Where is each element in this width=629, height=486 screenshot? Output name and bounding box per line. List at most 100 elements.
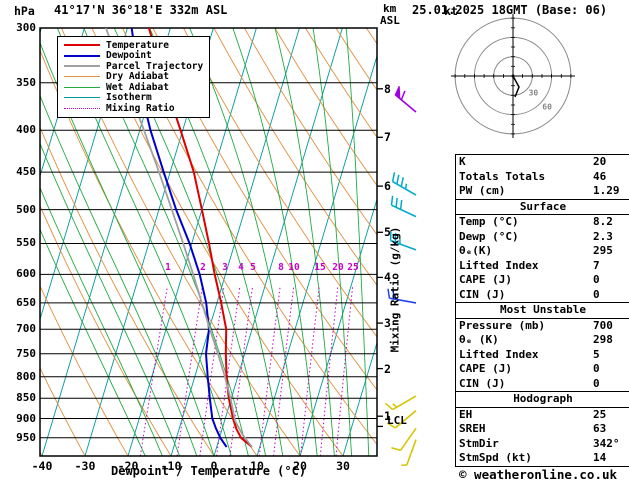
stats-value: 25 (593, 407, 607, 421)
stats-label: SREH (459, 422, 486, 435)
mixing-ratio-line (273, 286, 295, 456)
isotherm-line (213, 28, 343, 456)
wind-barb-full (390, 195, 394, 206)
wet-adiabat-line (274, 28, 335, 456)
legend-swatch-dewpoint (64, 54, 100, 57)
pressure-tick-label: 500 (16, 203, 36, 216)
mixing-ratio-line (216, 286, 241, 456)
pressure-tick-label: 450 (16, 165, 36, 178)
stats-row: StmDir 342° (456, 437, 629, 452)
isotherm-line (170, 28, 300, 456)
isotherm-line (342, 341, 377, 456)
temperature-tick-label: 30 (336, 459, 350, 473)
stats-value: 63 (593, 422, 607, 435)
dry-adiabat-line (244, 28, 377, 236)
stats-row: θₑ(K) 295 (456, 244, 629, 259)
pressure-tick-label: 850 (16, 391, 36, 404)
hodograph-unit-label: kt (444, 4, 458, 18)
km-tick-label: 1 (384, 409, 391, 423)
stats-value: 295 (593, 244, 613, 257)
copyright: © weatheronline.co.uk (459, 467, 618, 482)
mixing-ratio-line (319, 286, 339, 456)
mixing-ratio-line (335, 286, 354, 456)
km-tick-label: 7 (384, 130, 391, 144)
mixing-ratio-value-label: 1 (165, 262, 171, 273)
mixing-ratio-axis-label: Mixing Ratio (g/kg) (388, 226, 402, 353)
legend-box: Temperature Dewpoint Parcel Trajectory Dry … (57, 36, 211, 118)
wind-barb-full (391, 172, 396, 182)
stats-row: CIN (J) 0 (456, 377, 629, 392)
wind-barbs (385, 85, 417, 466)
pressure-tick-label: 350 (16, 76, 36, 89)
wind-barb-staff (392, 395, 417, 411)
mixing-ratio-value-label: 15 (314, 262, 326, 273)
km-tick-label: 6 (384, 179, 391, 193)
stats-value: 46 (593, 169, 607, 183)
pressure-tick-label: 300 (16, 21, 36, 34)
temperature-tick-label: -10 (160, 459, 182, 473)
dry-adiabat-line (213, 28, 377, 287)
temperature-tick-label: -40 (31, 459, 53, 473)
stats-label: Lifted Index (459, 347, 539, 361)
mixing-ratio-value-label: 3 (222, 262, 228, 273)
stats-value: 0 (593, 376, 600, 390)
stats-label: θₑ (K) (459, 333, 499, 346)
stats-value: 700 (593, 318, 613, 332)
stats-row: θₑ (K) 298 (456, 333, 629, 348)
legend-item: Temperature (64, 40, 203, 51)
legend-item: Mixing Ratio (64, 103, 203, 114)
pressure-tick-label: 800 (16, 370, 36, 383)
legend-swatch-mixing-ratio (64, 107, 100, 109)
stats-label: StmSpd (kt) (459, 451, 532, 464)
legend-swatch-parcel-trajectory (64, 65, 100, 68)
stats-label: Totals Totals (459, 169, 546, 183)
dry-adiabat-line (40, 366, 86, 456)
legend-item: Isotherm (64, 92, 203, 104)
stats-value: 14 (593, 451, 607, 464)
stats-value: 298 (593, 333, 613, 346)
datetime-title: 25.01.2025 18GMT (Base: 06) (412, 3, 608, 17)
temperature-tick-label: 20 (293, 459, 307, 473)
temperature-tick-label: 10 (250, 459, 264, 473)
plot-frame (39, 27, 378, 457)
wind-barb-full (400, 177, 404, 187)
pressure-tick-label: 600 (16, 267, 36, 280)
stats-label: EH (459, 407, 473, 421)
wind-barb-flag (394, 85, 401, 100)
stats-section-title: Surface (455, 198, 629, 215)
stats-section-header: Surface (455, 198, 629, 215)
lcl-label: LCL (387, 414, 407, 427)
mixing-ratio-value-label: 5 (250, 262, 256, 273)
legend-item: Wet Adiabat (64, 82, 203, 93)
pressure-tick-label: 550 (16, 236, 36, 249)
legend-swatch-wet-adiabat (64, 86, 100, 88)
stats-row: PW (cm) 1.29 (456, 184, 629, 199)
mixing-ratio-value-label: 10 (288, 262, 300, 273)
hodograph-origin-dot (511, 74, 515, 78)
legend-label: Temperature (106, 39, 169, 51)
wind-barb-half (404, 183, 408, 190)
stats-value: 0 (593, 273, 600, 286)
legend-label: Isotherm (106, 92, 152, 104)
wind-barb-staff (394, 409, 417, 429)
wet-adiabat-line (232, 28, 318, 456)
stats-label: CIN (J) (459, 376, 506, 390)
stats-section-header: Hodograph (455, 391, 629, 408)
stats-row: Dewp (°C) 2.3 (456, 230, 629, 245)
stats-value: 0 (593, 287, 600, 301)
pressure-tick-label: 750 (16, 347, 36, 360)
pressure-tick-label: 400 (16, 123, 36, 136)
stats-row: EH 25 (456, 407, 629, 422)
km-tick-label: 4 (384, 270, 391, 284)
mixing-ratio-line (176, 286, 203, 456)
temperature-tick-label: -20 (117, 459, 139, 473)
series-dewpoint (130, 28, 228, 448)
wind-barb-half (392, 403, 398, 408)
stats-value: 5 (593, 347, 600, 361)
isotherm-line (256, 54, 377, 456)
legend-label: Dry Adiabat (106, 71, 169, 83)
stats-section-title: Hodograph (455, 391, 629, 408)
mixing-ratio-value-label: 2 (200, 262, 206, 273)
stats-label: Pressure (mb) (459, 318, 546, 332)
pressure-axis-unit: hPa (14, 4, 35, 18)
